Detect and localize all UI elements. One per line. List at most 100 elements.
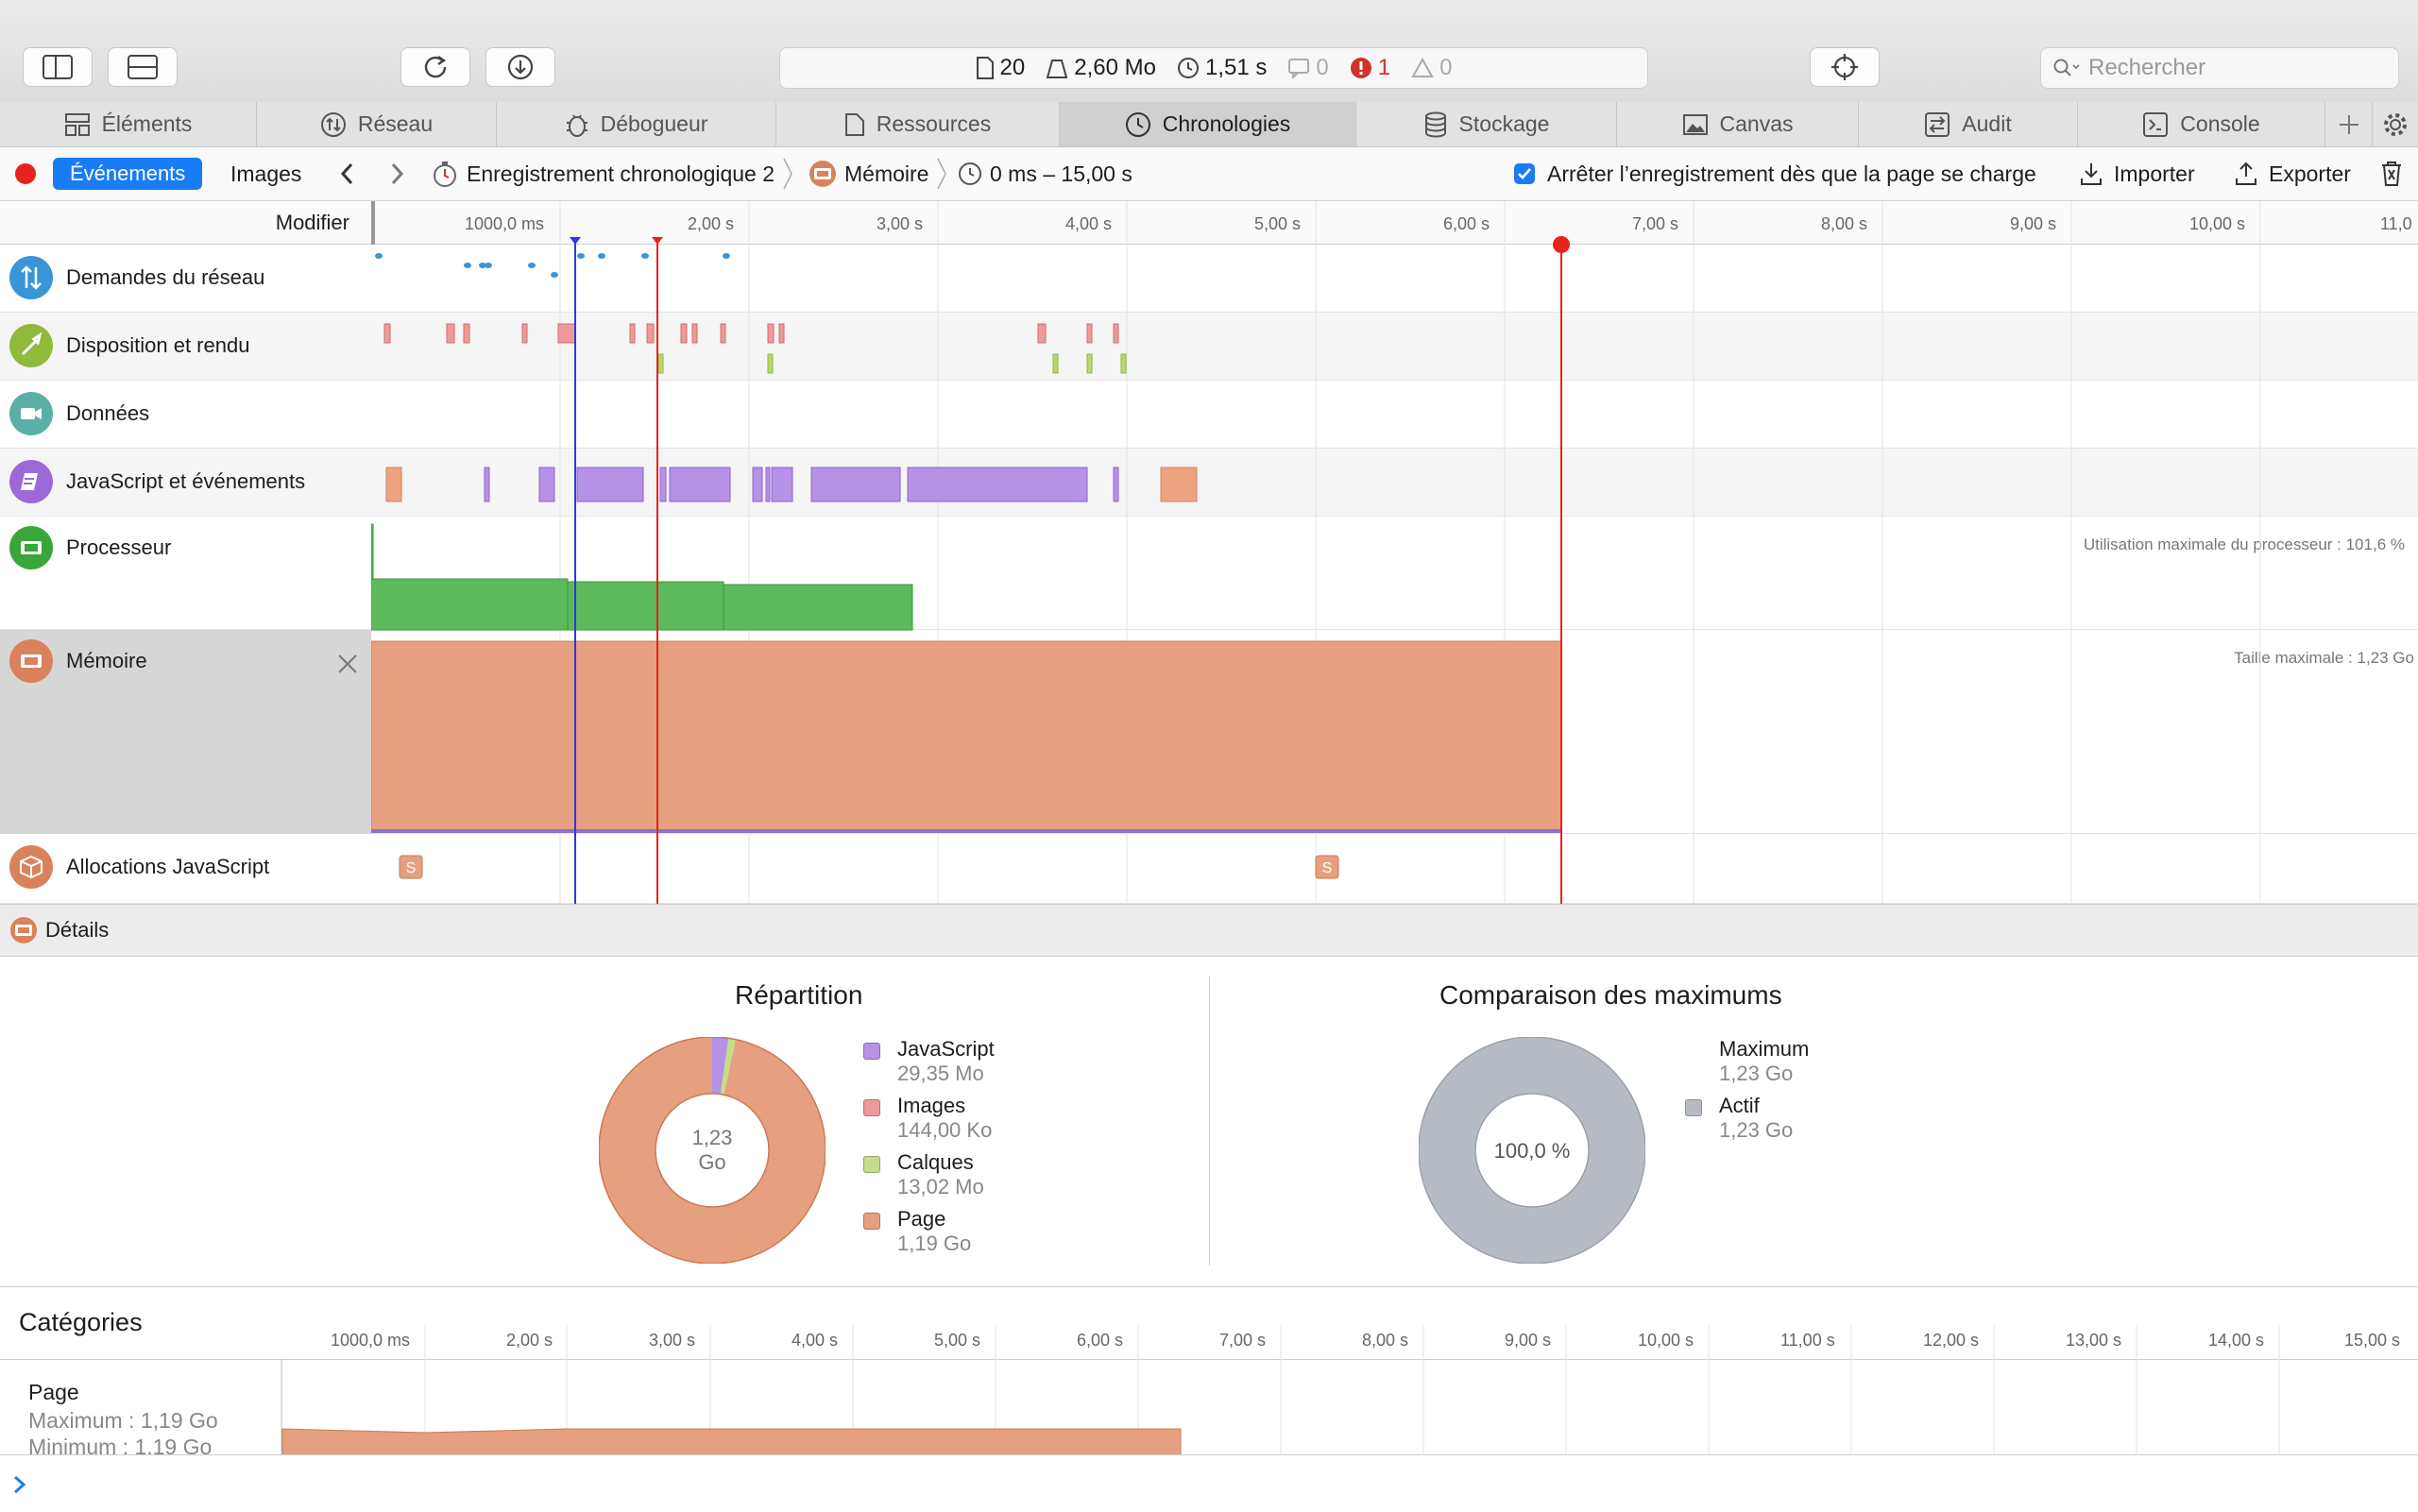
dock-bottom-button[interactable] xyxy=(108,47,178,87)
reload-button[interactable] xyxy=(400,47,470,87)
breakdown-donut[interactable]: 1,23 Go xyxy=(599,1037,826,1264)
error-count[interactable]: 1 xyxy=(1350,55,1390,81)
category-tick: 13,00 s xyxy=(2066,1331,2122,1350)
ruler-tick: 3,00 s xyxy=(877,214,924,233)
checkbox-checked-icon xyxy=(1514,163,1535,184)
timeline-row-cpu[interactable]: Processeur Utilisation maximale du proce… xyxy=(0,517,2418,630)
timeline-row-layout[interactable]: Disposition et rendu xyxy=(0,313,2418,381)
crosshair-icon xyxy=(1831,54,1858,80)
category-tick: 3,00 s xyxy=(649,1331,696,1350)
export-button[interactable]: Exporter xyxy=(2235,147,2351,200)
memory-row-selected xyxy=(0,630,371,834)
clock-icon xyxy=(1177,58,1199,78)
tab-network[interactable]: Réseau xyxy=(257,102,497,146)
legend-swatch xyxy=(863,1099,880,1116)
resource-size: 2,60 Mo xyxy=(1046,55,1156,81)
close-icon[interactable] xyxy=(336,653,359,675)
prompt-chevron-icon xyxy=(14,1475,26,1494)
edit-button[interactable]: Modifier xyxy=(275,211,349,234)
elements-icon xyxy=(64,112,90,136)
row-label: JavaScript et événements xyxy=(9,460,305,503)
tab-debugger[interactable]: Débogueur xyxy=(497,102,776,146)
clear-button[interactable] xyxy=(2380,147,2403,200)
timeline-row-allocations[interactable]: Allocations JavaScript xyxy=(0,834,2418,904)
category-tick: 15,00 s xyxy=(2344,1331,2401,1350)
clock-icon xyxy=(959,162,981,185)
import-icon xyxy=(2081,163,2102,185)
row-label: Données xyxy=(9,392,149,435)
snapshot-marker[interactable]: S xyxy=(406,860,417,876)
breadcrumb-memory[interactable]: Mémoire xyxy=(809,147,947,200)
tab-console[interactable]: Console xyxy=(2078,102,2325,146)
dashboard[interactable]: 20 2,60 Mo 1,51 s 0 1 0 xyxy=(779,47,1648,89)
tab-elements[interactable]: Éléments xyxy=(0,102,257,146)
category-tick: 6,00 s xyxy=(1077,1331,1124,1350)
ruler-tick: 2,00 s xyxy=(688,214,735,233)
snapshot-marker[interactable]: S xyxy=(1322,860,1333,876)
import-button[interactable]: Importer xyxy=(2080,147,2195,200)
ruler-tick: 6,00 s xyxy=(1443,214,1490,233)
images-toggle[interactable]: Images xyxy=(230,161,302,186)
error-icon xyxy=(1350,58,1371,78)
inspect-element-button[interactable] xyxy=(1810,47,1880,87)
back-button[interactable] xyxy=(338,147,357,200)
timeline-row-media[interactable]: Données xyxy=(0,381,2418,449)
tab-canvas[interactable]: Canvas xyxy=(1617,102,1859,146)
timeline-navigation-bar: Événements Images Enregistrement chronol… xyxy=(0,147,2418,201)
breadcrumb-recording[interactable]: Enregistrement chronologique 2 xyxy=(431,147,793,200)
breadcrumb-separator-icon xyxy=(937,158,947,190)
timeline-ruler[interactable]: Modifier 1000,0 ms 2,00 s 3,00 s 4,00 s … xyxy=(0,201,2418,245)
memory-icon xyxy=(9,639,53,683)
events-toggle[interactable]: Événements xyxy=(53,147,203,200)
tab-storage[interactable]: Stockage xyxy=(1356,102,1617,146)
timeline-graph[interactable]: S S xyxy=(371,201,2418,904)
divider xyxy=(0,1359,2418,1360)
record-button[interactable] xyxy=(13,147,38,200)
ruler-tick: 11,0 xyxy=(2380,214,2412,233)
weight-icon xyxy=(1046,59,1068,78)
category-page-max: Maximum : 1,19 Go xyxy=(28,1408,218,1433)
row-label: Demandes du réseau xyxy=(9,256,264,299)
timelines-icon xyxy=(1125,111,1150,137)
tab-audit[interactable]: Audit xyxy=(1859,102,2078,146)
timeline-row-javascript[interactable]: JavaScript et événements xyxy=(0,449,2418,517)
trash-icon xyxy=(2382,161,2401,186)
forward-button[interactable] xyxy=(387,147,406,200)
storage-icon xyxy=(1424,111,1446,137)
paintbrush-icon xyxy=(9,324,53,367)
categories-graph[interactable] xyxy=(0,1287,2418,1457)
timeline-row-network[interactable]: Demandes du réseau xyxy=(0,245,2418,313)
tab-resources[interactable]: Ressources xyxy=(776,102,1060,146)
divider xyxy=(1209,977,1210,1266)
debugger-icon xyxy=(566,113,587,137)
console-prompt[interactable] xyxy=(0,1454,2418,1512)
category-page-label: Page xyxy=(28,1380,79,1404)
memory-icon xyxy=(809,161,836,187)
tab-timelines[interactable]: Chronologies xyxy=(1060,102,1356,146)
settings-button[interactable] xyxy=(2373,102,2418,146)
row-label: Disposition et rendu xyxy=(9,324,249,367)
breadcrumb-range[interactable]: 0 ms – 15,00 s xyxy=(958,147,1132,200)
memory-icon xyxy=(10,917,37,943)
download-button[interactable] xyxy=(485,47,555,87)
comparison-donut[interactable]: 100,0 % xyxy=(1419,1037,1645,1264)
new-tab-button[interactable] xyxy=(2325,102,2373,146)
reload-icon xyxy=(424,56,447,78)
row-label: Allocations JavaScript xyxy=(9,845,269,889)
cpu-max-note: Utilisation maximale du processeur : 101… xyxy=(2083,535,2405,553)
log-count[interactable]: 0 xyxy=(1287,55,1329,81)
stop-on-load-checkbox[interactable]: Arrêter l’enregistrement dès que la page… xyxy=(1513,147,2036,200)
timeline-area: Modifier 1000,0 ms 2,00 s 3,00 s 4,00 s … xyxy=(0,201,2418,904)
details-bar[interactable]: Détails xyxy=(0,904,2418,957)
search-field[interactable]: Rechercher xyxy=(2040,47,2399,89)
resources-icon xyxy=(844,112,864,136)
timeline-row-memory[interactable]: Mémoire Taille maximale : 1,23 Go xyxy=(0,630,2418,834)
category-tick: 5,00 s xyxy=(934,1331,981,1350)
warning-count[interactable]: 0 xyxy=(1411,55,1452,81)
category-tick: 12,00 s xyxy=(1923,1331,1980,1350)
dock-side-icon xyxy=(43,55,73,79)
category-tick: 9,00 s xyxy=(1505,1331,1552,1350)
category-tick: 8,00 s xyxy=(1362,1331,1409,1350)
dock-side-button[interactable] xyxy=(23,47,93,87)
warning-icon xyxy=(1411,58,1434,77)
